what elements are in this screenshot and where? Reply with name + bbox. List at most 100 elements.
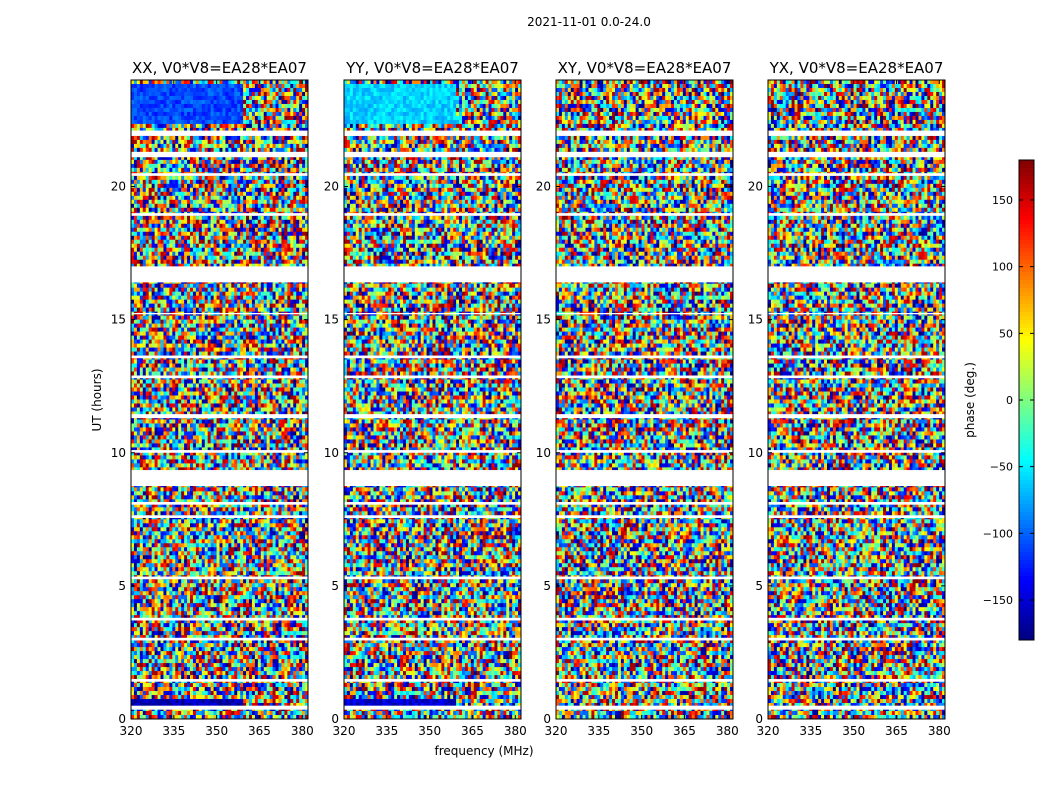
flag-gap [131, 470, 308, 487]
flag-gap [556, 470, 733, 487]
flag-gap [556, 130, 733, 136]
colorbar-segment [1019, 204, 1034, 209]
flag-gap [556, 576, 733, 580]
flag-gap [344, 576, 521, 580]
colorbar-segment [1019, 360, 1034, 365]
y-tick-label: 5 [118, 579, 126, 593]
flag-gap [131, 375, 308, 379]
x-tick-label: 335 [799, 724, 822, 738]
colorbar-segment [1019, 484, 1034, 489]
x-tick-label: 365 [673, 724, 696, 738]
colorbar-segment [1019, 496, 1034, 501]
y-tick-label: 20 [748, 180, 763, 194]
x-tick-label: 350 [418, 724, 441, 738]
colorbar-segment [1019, 604, 1034, 609]
x-tick-label: 335 [375, 724, 398, 738]
colorbar-segment [1019, 288, 1034, 293]
flag-gap [556, 617, 733, 621]
colorbar-segment [1019, 564, 1034, 569]
colorbar-segment [1019, 588, 1034, 593]
colorbar-segment [1019, 432, 1034, 437]
x-tick-label: 320 [120, 724, 143, 738]
colorbar-segment [1019, 424, 1034, 429]
colorbar-segment [1019, 372, 1034, 377]
flag-gap [768, 375, 945, 379]
flag-gap [556, 151, 733, 158]
flag-gap [131, 213, 308, 216]
flag-gap [556, 414, 733, 419]
colorbar-segment [1019, 452, 1034, 457]
colorbar-segment [1019, 248, 1034, 253]
colorbar-segment [1019, 504, 1034, 509]
colorbar-tick-label: 100 [992, 261, 1013, 274]
colorbar-segment [1019, 536, 1034, 541]
x-tick-label: 350 [205, 724, 228, 738]
colorbar-segment [1019, 572, 1034, 577]
flag-gap [131, 130, 308, 136]
y-tick-label: 15 [324, 313, 339, 327]
colorbar-segment [1019, 420, 1034, 425]
colorbar-segment [1019, 472, 1034, 477]
colorbar-segment [1019, 240, 1034, 245]
colorbar-segment [1019, 404, 1034, 409]
y-tick-label: 0 [118, 712, 126, 726]
flag-gap [344, 312, 521, 315]
flag-gap [344, 679, 521, 682]
flag-gap [131, 515, 308, 518]
colorbar-segment [1019, 436, 1034, 441]
x-tick-label: 380 [716, 724, 739, 738]
flag-gap [131, 266, 308, 283]
colorbar-segment [1019, 296, 1034, 301]
colorbar-segment [1019, 460, 1034, 465]
colorbar-segment [1019, 164, 1034, 169]
colorbar-tick-label: 0 [1006, 394, 1013, 407]
colorbar-segment [1019, 440, 1034, 445]
phase-heatmap [131, 80, 309, 720]
flag-gap [556, 705, 733, 710]
flag-gap [556, 355, 733, 359]
colorbar-segment [1019, 264, 1034, 269]
flag-gap [344, 151, 521, 158]
colorbar-segment [1019, 560, 1034, 565]
flag-gap [768, 705, 945, 710]
axes-frame [130, 79, 309, 720]
colorbar-tick-label: 150 [992, 194, 1013, 207]
colorbar-segment [1019, 532, 1034, 537]
axes-frame [343, 79, 522, 720]
flag-gap [131, 679, 308, 682]
y-tick-label: 5 [755, 579, 763, 593]
x-tick-label: 365 [248, 724, 271, 738]
panel-yy: YY, V0*V8=EA28*EA07 320 335 350 365 380 0 5 10 15… [324, 59, 527, 738]
flag-gap [344, 515, 521, 518]
colorbar-segment [1019, 408, 1034, 413]
flag-gap [131, 502, 308, 505]
x-tick-label: 365 [885, 724, 908, 738]
y-tick-label: 5 [543, 579, 551, 593]
panel-title: YX, V0*V8=EA28*EA07 [769, 59, 944, 77]
colorbar-segment [1019, 632, 1034, 637]
colorbar-segment [1019, 392, 1034, 397]
colorbar-segment [1019, 584, 1034, 589]
colorbar-segment [1019, 268, 1034, 273]
flag-gap [556, 266, 733, 283]
colorbar-segment [1019, 220, 1034, 225]
colorbar-segment [1019, 212, 1034, 217]
colorbar-segment [1019, 488, 1034, 493]
flag-gap [344, 173, 521, 176]
y-tick-label: 10 [536, 446, 551, 460]
panel-title: XY, V0*V8=EA28*EA07 [558, 59, 732, 77]
panel-title: YY, V0*V8=EA28*EA07 [345, 59, 519, 77]
colorbar-segment [1019, 276, 1034, 281]
colorbar-segment [1019, 208, 1034, 213]
flag-gap [344, 375, 521, 379]
colorbar-segment [1019, 444, 1034, 449]
colorbar-segment [1019, 512, 1034, 517]
y-tick-label: 0 [543, 712, 551, 726]
colorbar-segment [1019, 228, 1034, 233]
colorbar-segment [1019, 328, 1034, 333]
y-tick-label: 10 [111, 446, 126, 460]
colorbar-segment [1019, 184, 1034, 189]
flag-gap [768, 151, 945, 158]
flag-gap [768, 470, 945, 487]
